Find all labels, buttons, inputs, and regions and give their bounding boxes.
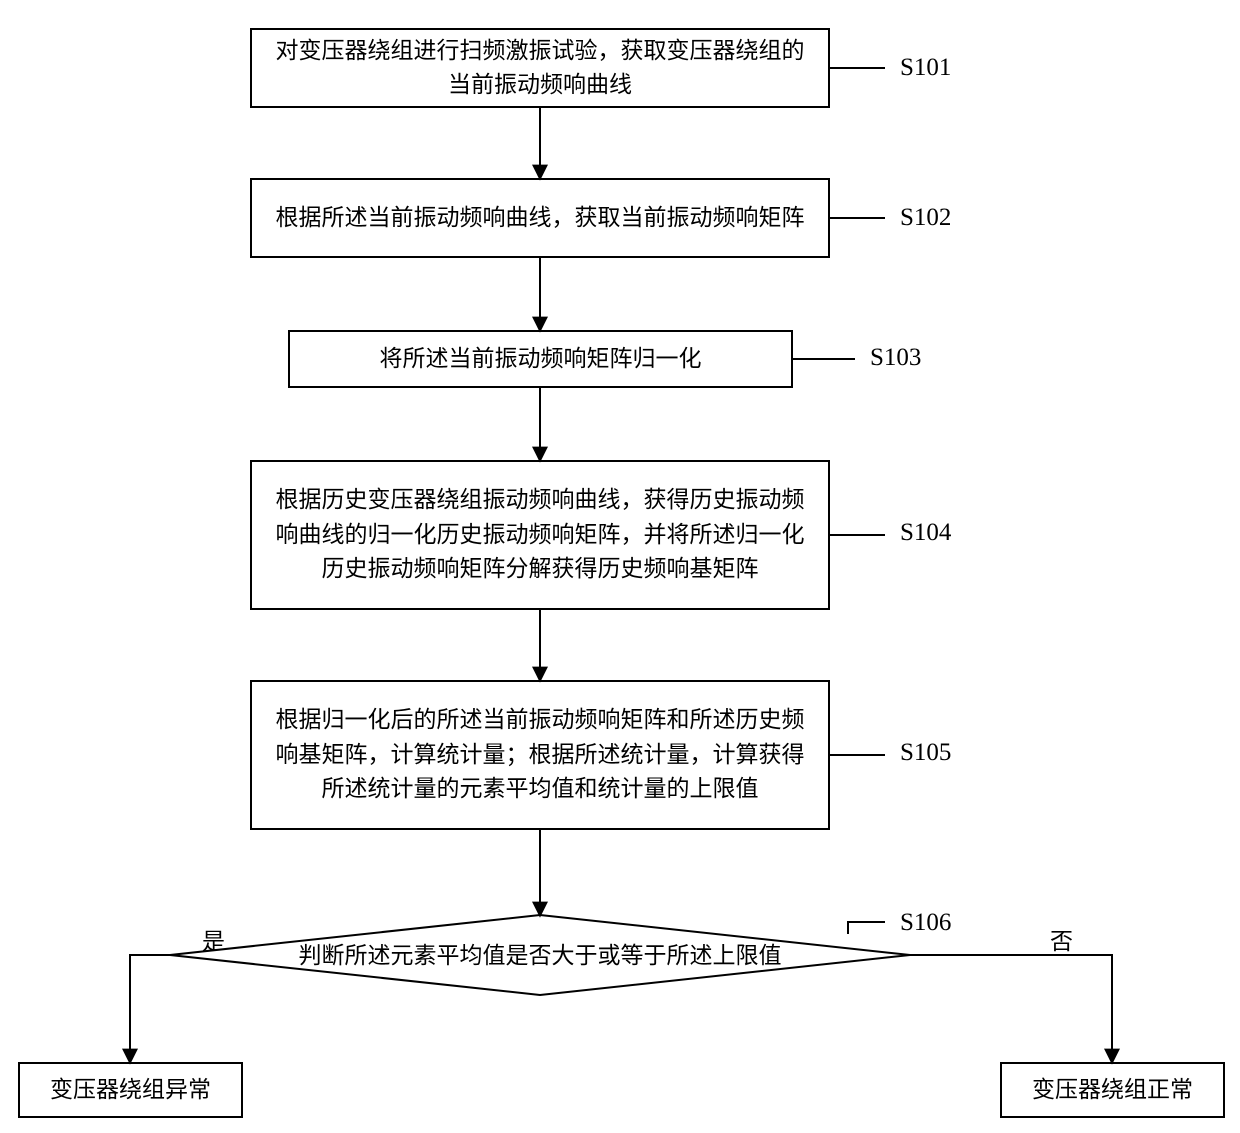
step-s102: 根据所述当前振动频响曲线，获取当前振动频响矩阵 (250, 178, 830, 258)
step-s102-text: 根据所述当前振动频响曲线，获取当前振动频响矩阵 (276, 201, 805, 236)
result-normal-text: 变压器绕组正常 (1032, 1073, 1193, 1108)
result-abnormal: 变压器绕组异常 (18, 1062, 243, 1118)
step-s104-text: 根据历史变压器绕组振动频响曲线，获得历史振动频响曲线的归一化历史振动频响矩阵，并… (266, 483, 814, 587)
edge-no-label: 否 (1050, 930, 1073, 953)
step-s103-label: S103 (870, 345, 921, 370)
step-s104-label: S104 (900, 520, 951, 545)
step-s101: 对变压器绕组进行扫频激振试验，获取变压器绕组的当前振动频响曲线 (250, 28, 830, 108)
decision-s106-text: 判断所述元素平均值是否大于或等于所述上限值 (299, 943, 782, 968)
step-s103-text: 将所述当前振动频响矩阵归一化 (380, 342, 702, 377)
result-abnormal-text: 变压器绕组异常 (50, 1073, 211, 1108)
step-s105: 根据归一化后的所述当前振动频响矩阵和所述历史频响基矩阵，计算统计量；根据所述统计… (250, 680, 830, 830)
step-s101-label: S101 (900, 55, 951, 80)
step-s102-label: S102 (900, 205, 951, 230)
tick-s106 (848, 922, 885, 934)
step-s104: 根据历史变压器绕组振动频响曲线，获得历史振动频响曲线的归一化历史振动频响矩阵，并… (250, 460, 830, 610)
flowchart-canvas: 对变压器绕组进行扫频激振试验，获取变压器绕组的当前振动频响曲线 S101 根据所… (0, 0, 1240, 1133)
result-normal: 变压器绕组正常 (1000, 1062, 1225, 1118)
step-s103: 将所述当前振动频响矩阵归一化 (288, 330, 793, 388)
edge-yes-label: 是 (202, 930, 225, 953)
step-s101-text: 对变压器绕组进行扫频激振试验，获取变压器绕组的当前振动频响曲线 (266, 34, 814, 103)
step-s105-text: 根据归一化后的所述当前振动频响矩阵和所述历史频响基矩阵，计算统计量；根据所述统计… (266, 703, 814, 807)
step-s105-label: S105 (900, 740, 951, 765)
edge-s106-normal (910, 955, 1112, 1062)
decision-s106-shape (170, 915, 910, 995)
edge-s106-abnormal (130, 955, 170, 1062)
decision-s106-label: S106 (900, 910, 951, 935)
